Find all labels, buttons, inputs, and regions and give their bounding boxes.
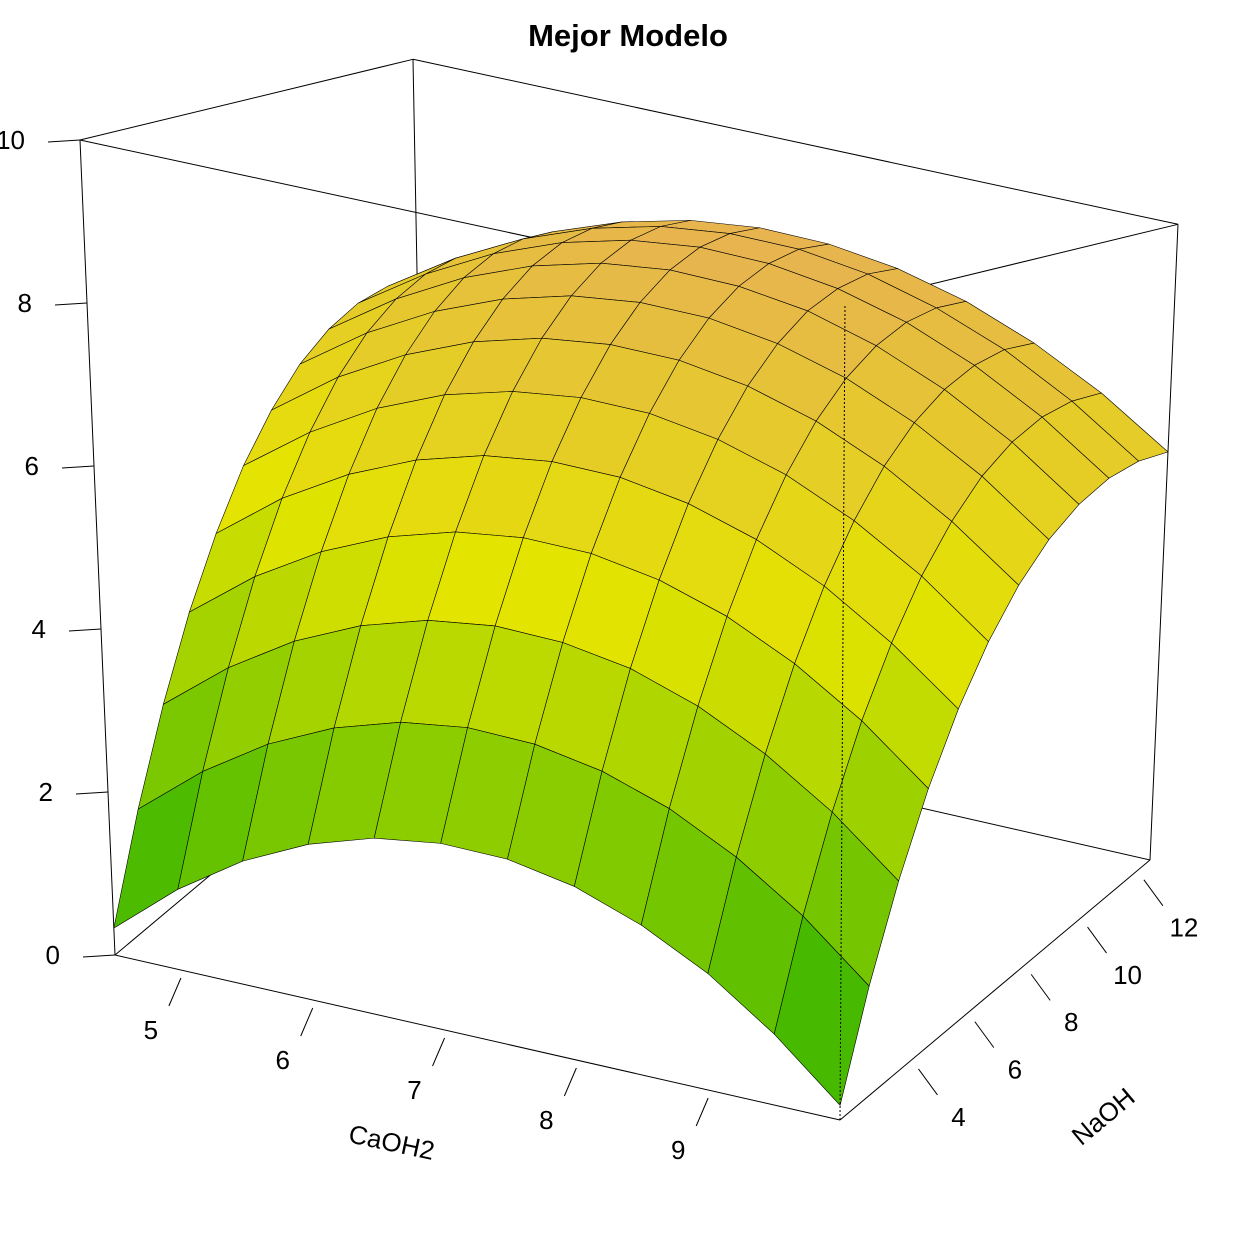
- x-tick: [695, 1097, 709, 1127]
- x-tick-label: 8: [539, 1105, 553, 1135]
- y-tick: [1030, 974, 1051, 1001]
- chart-title: Mejor Modelo: [528, 18, 728, 53]
- surface-facet: [773, 915, 870, 1106]
- y-tick-label: 8: [1064, 1007, 1078, 1037]
- y-tick: [974, 1021, 995, 1048]
- x-tick-label: 6: [275, 1045, 289, 1075]
- x-tick-label: 7: [407, 1075, 421, 1105]
- y-tick-label: 10: [1113, 960, 1142, 990]
- x-tick: [563, 1067, 577, 1097]
- z-tick-label: 0: [46, 940, 60, 970]
- x-tick-label: 9: [671, 1135, 685, 1165]
- y-tick-label: 6: [1008, 1055, 1022, 1085]
- y-tick: [1087, 926, 1107, 954]
- y-axis-label: NaOH: [1066, 1082, 1141, 1151]
- y-tick: [1143, 879, 1164, 907]
- z-tick-label: 10: [0, 125, 25, 155]
- y-tick: [918, 1068, 938, 1096]
- x-tick: [168, 977, 182, 1007]
- z-tick-label: 8: [18, 288, 32, 318]
- box-edge: [114, 954, 841, 1121]
- z-tick: [47, 139, 81, 143]
- box-edge: [79, 139, 116, 956]
- x-tick: [432, 1037, 446, 1067]
- z-tick-label: 2: [39, 777, 53, 807]
- x-tick-label: 5: [144, 1015, 158, 1045]
- y-tick-label: 12: [1169, 913, 1198, 943]
- z-tick-label: 4: [32, 614, 46, 644]
- y-tick-label: 4: [951, 1102, 965, 1132]
- z-tick: [75, 791, 109, 795]
- x-tick: [300, 1007, 314, 1037]
- box-edge: [412, 58, 1179, 225]
- box-edge: [1149, 224, 1179, 861]
- box-edge: [839, 859, 1151, 1121]
- z-tick: [61, 465, 95, 469]
- z-tick: [82, 954, 116, 958]
- box-edge: [79, 58, 414, 141]
- z-tick: [54, 302, 88, 306]
- z-tick-label: 6: [25, 451, 39, 481]
- z-tick: [68, 628, 102, 632]
- x-axis-label: CaOH2: [346, 1118, 437, 1165]
